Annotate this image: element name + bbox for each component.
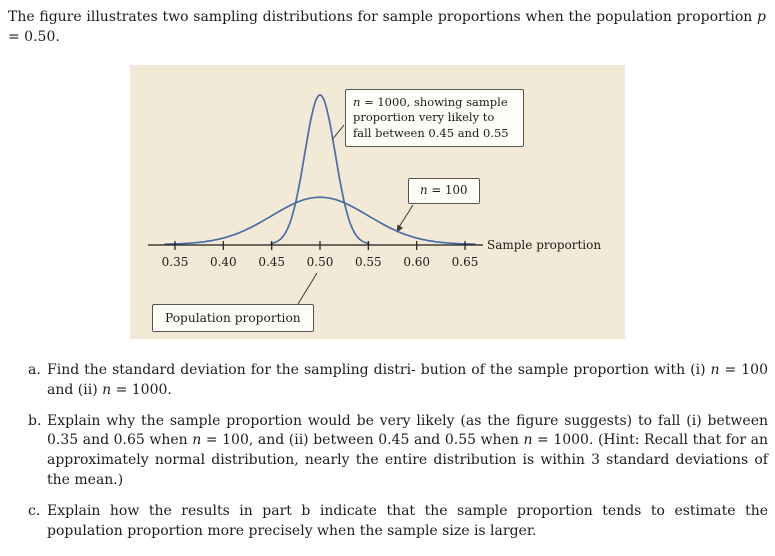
x-axis-label: Sample proportion bbox=[487, 238, 601, 252]
tick-label: 0.55 bbox=[355, 255, 382, 269]
tick-label: 0.40 bbox=[210, 255, 237, 269]
n1000-curve bbox=[270, 93, 370, 245]
page: The figure illustrates two sampling dist… bbox=[0, 8, 775, 542]
question-c-text: Explain how the results in part b indica… bbox=[47, 503, 768, 539]
question-c: c. Explain how the results in part b ind… bbox=[28, 502, 768, 542]
distribution-chart: 0.35 0.40 0.45 0.50 0.55 0.60 0.65 Sampl… bbox=[148, 93, 601, 305]
callout-n100-arrowhead bbox=[396, 224, 403, 233]
callout-n100-connector bbox=[398, 204, 414, 228]
tick-label: 0.50 bbox=[307, 255, 334, 269]
population-proportion-connector bbox=[297, 272, 318, 305]
tick-label: 0.45 bbox=[258, 255, 285, 269]
callout-n100: n = 100 bbox=[408, 177, 480, 204]
question-list: a. Find the standard deviation for the s… bbox=[0, 361, 775, 542]
question-b: b. Explain why the sample proportion wou… bbox=[28, 412, 768, 492]
intro-paragraph: The figure illustrates two sampling dist… bbox=[8, 9, 766, 45]
tick-label: 0.65 bbox=[452, 255, 479, 269]
tick-label: 0.35 bbox=[162, 255, 189, 269]
question-a-label: a. bbox=[28, 361, 41, 378]
question-a: a. Find the standard deviation for the s… bbox=[28, 361, 768, 401]
sampling-distributions-figure: 0.35 0.40 0.45 0.50 0.55 0.60 0.65 Sampl… bbox=[130, 64, 625, 339]
tick-label: 0.60 bbox=[403, 255, 430, 269]
callout-n1000: n = 1000, showing sample proportion very… bbox=[345, 88, 524, 147]
callout-n1000-connector bbox=[331, 124, 345, 141]
question-c-label: c. bbox=[28, 503, 41, 519]
question-b-label: b. bbox=[28, 412, 42, 429]
question-b-text: Explain why the sample proportion would … bbox=[47, 412, 768, 489]
n100-curve bbox=[164, 196, 476, 245]
question-a-text: Find the standard deviation for the samp… bbox=[47, 361, 768, 398]
population-proportion-label: Population proportion bbox=[152, 303, 314, 333]
